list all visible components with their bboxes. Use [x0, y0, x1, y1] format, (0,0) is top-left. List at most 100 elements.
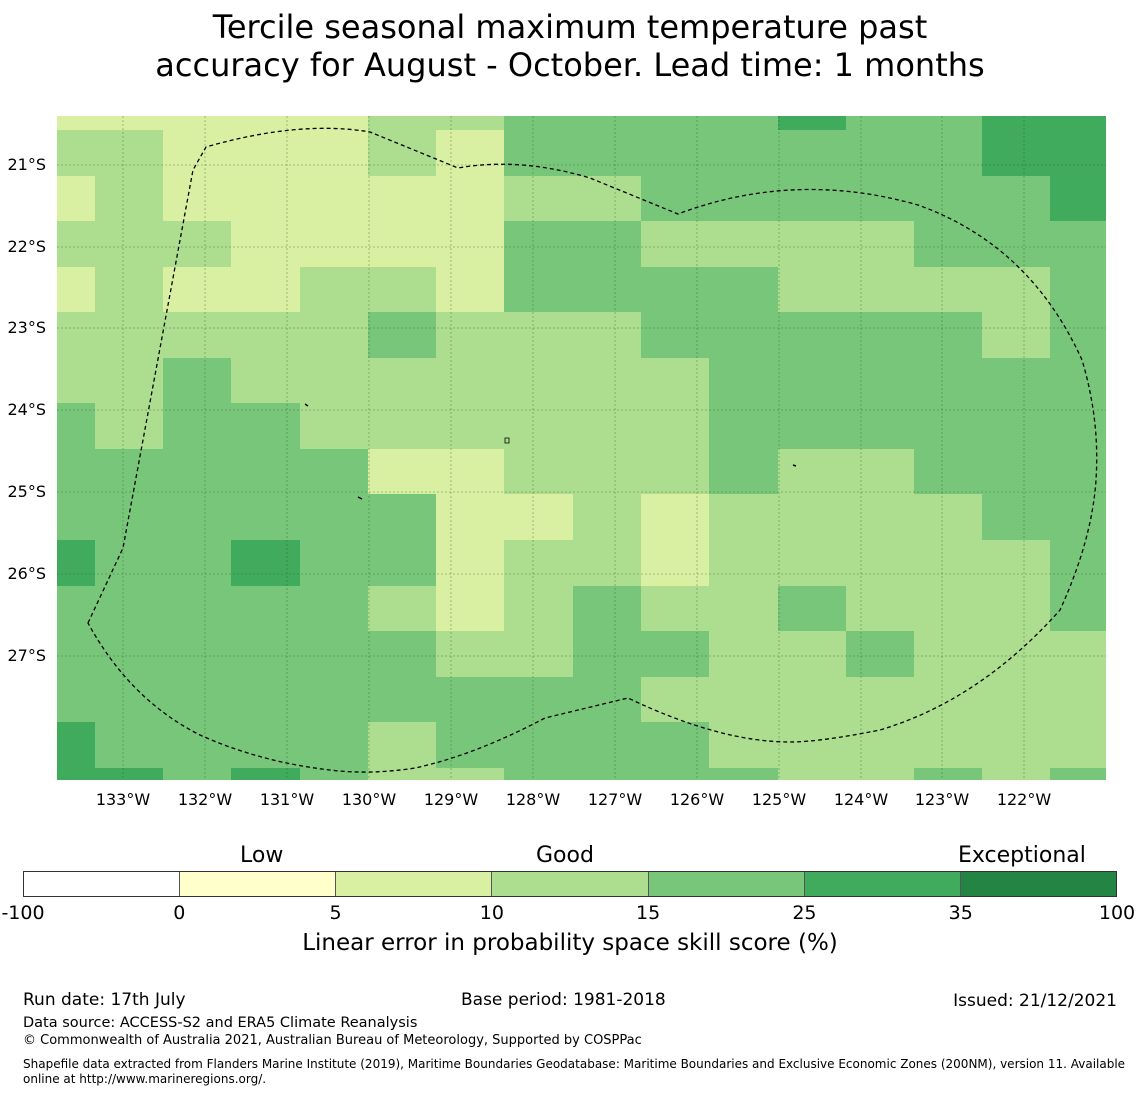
colorbar-segment	[804, 872, 961, 896]
grid-cell	[300, 221, 368, 267]
eez-boundary	[87, 127, 1098, 773]
grid-cell	[914, 358, 982, 403]
grid-cell	[368, 449, 436, 494]
grid-cell	[709, 116, 778, 130]
grid-cell	[231, 116, 300, 130]
grid-cell	[778, 312, 846, 358]
grid-cell	[368, 221, 436, 267]
grid-cell	[914, 130, 982, 176]
grid-cell	[436, 403, 504, 449]
grid-cell	[846, 449, 914, 494]
grid-cell	[436, 176, 504, 221]
longitude-label: 123°W	[914, 790, 970, 809]
grid-cell	[1050, 449, 1106, 494]
grid-cell	[709, 176, 778, 221]
grid-cell	[982, 116, 1050, 130]
map-title-line-1: Tercile seasonal maximum temperature pas…	[212, 8, 928, 46]
grid-cell	[436, 494, 504, 540]
grid-cell	[436, 449, 504, 494]
grid-cell	[368, 631, 436, 677]
grid-cell	[231, 631, 300, 677]
grid-cell	[709, 221, 778, 267]
grid-cell	[504, 267, 573, 312]
grid-cells	[57, 116, 1106, 780]
grid-cell	[846, 116, 914, 130]
grid-cell	[914, 267, 982, 312]
shapefile-credit: Shapefile data extracted from Flanders M…	[23, 1057, 1126, 1086]
grid-cell	[846, 267, 914, 312]
grid-cell	[778, 494, 846, 540]
latitude-label: 26°S	[7, 564, 46, 583]
grid-cell	[57, 631, 95, 677]
map-title-line-2: accuracy for August - October. Lead time…	[155, 46, 985, 84]
grid-cell	[573, 176, 641, 221]
latitude-label: 21°S	[7, 155, 46, 174]
grid-cell	[641, 631, 709, 677]
grid-cell	[846, 221, 914, 267]
grid-cell	[1050, 631, 1106, 677]
grid-cell	[778, 358, 846, 403]
colorbar	[23, 871, 1117, 897]
grid-cell	[436, 130, 504, 176]
grid-cell	[300, 631, 368, 677]
grid-cell	[504, 176, 573, 221]
grid-cell	[436, 631, 504, 677]
grid-cell	[368, 540, 436, 586]
grid-cell	[57, 403, 95, 449]
grid-cell	[504, 312, 573, 358]
graticule	[57, 116, 1106, 780]
grid-cell	[163, 221, 231, 267]
longitude-label: 133°W	[95, 790, 151, 809]
grid-cell	[95, 267, 163, 312]
grid-cell	[1050, 358, 1106, 403]
grid-cell	[709, 631, 778, 677]
grid-cell	[641, 130, 709, 176]
grid-cell	[504, 358, 573, 403]
grid-cell	[95, 176, 163, 221]
grid-cell	[914, 631, 982, 677]
grid-cell	[95, 221, 163, 267]
grid-cell	[982, 677, 1050, 722]
grid-cell	[573, 494, 641, 540]
grid-cell	[573, 130, 641, 176]
grid-cell	[57, 116, 95, 130]
grid-cell	[95, 631, 163, 677]
grid-cell	[982, 768, 1050, 780]
grid-cell	[163, 130, 231, 176]
grid-cell	[982, 176, 1050, 221]
grid-cell	[300, 449, 368, 494]
grid-cell	[778, 768, 846, 780]
colorbar-segment	[24, 872, 181, 896]
grid-cell	[300, 267, 368, 312]
grid-cell	[163, 540, 231, 586]
grid-cell	[163, 677, 231, 722]
longitude-label: 124°W	[833, 790, 889, 809]
latitude-label: 25°S	[7, 482, 46, 501]
grid-cell	[95, 312, 163, 358]
grid-cell	[846, 631, 914, 677]
latitude-label: 27°S	[7, 646, 46, 665]
grid-cell	[368, 677, 436, 722]
grid-cell	[300, 586, 368, 631]
grid-cell	[504, 403, 573, 449]
grid-cell	[504, 221, 573, 267]
grid-cell	[778, 677, 846, 722]
grid-cell	[778, 631, 846, 677]
grid-cell	[57, 267, 95, 312]
grid-cell	[846, 586, 914, 631]
grid-cell	[709, 312, 778, 358]
grid-cell	[573, 540, 641, 586]
grid-cell	[846, 358, 914, 403]
colorbar-tick-label: 100	[1098, 902, 1136, 924]
grid-cell	[982, 312, 1050, 358]
colorbar-tick-label: 25	[792, 902, 817, 924]
grid-cell	[778, 221, 846, 267]
longitude-label: 125°W	[751, 790, 807, 809]
grid-cell	[231, 221, 300, 267]
grid-cell	[368, 403, 436, 449]
grid-cell	[573, 586, 641, 631]
latitude-label: 24°S	[7, 400, 46, 419]
grid-cell	[300, 494, 368, 540]
grid-cell	[846, 540, 914, 586]
grid-cell	[300, 116, 368, 130]
